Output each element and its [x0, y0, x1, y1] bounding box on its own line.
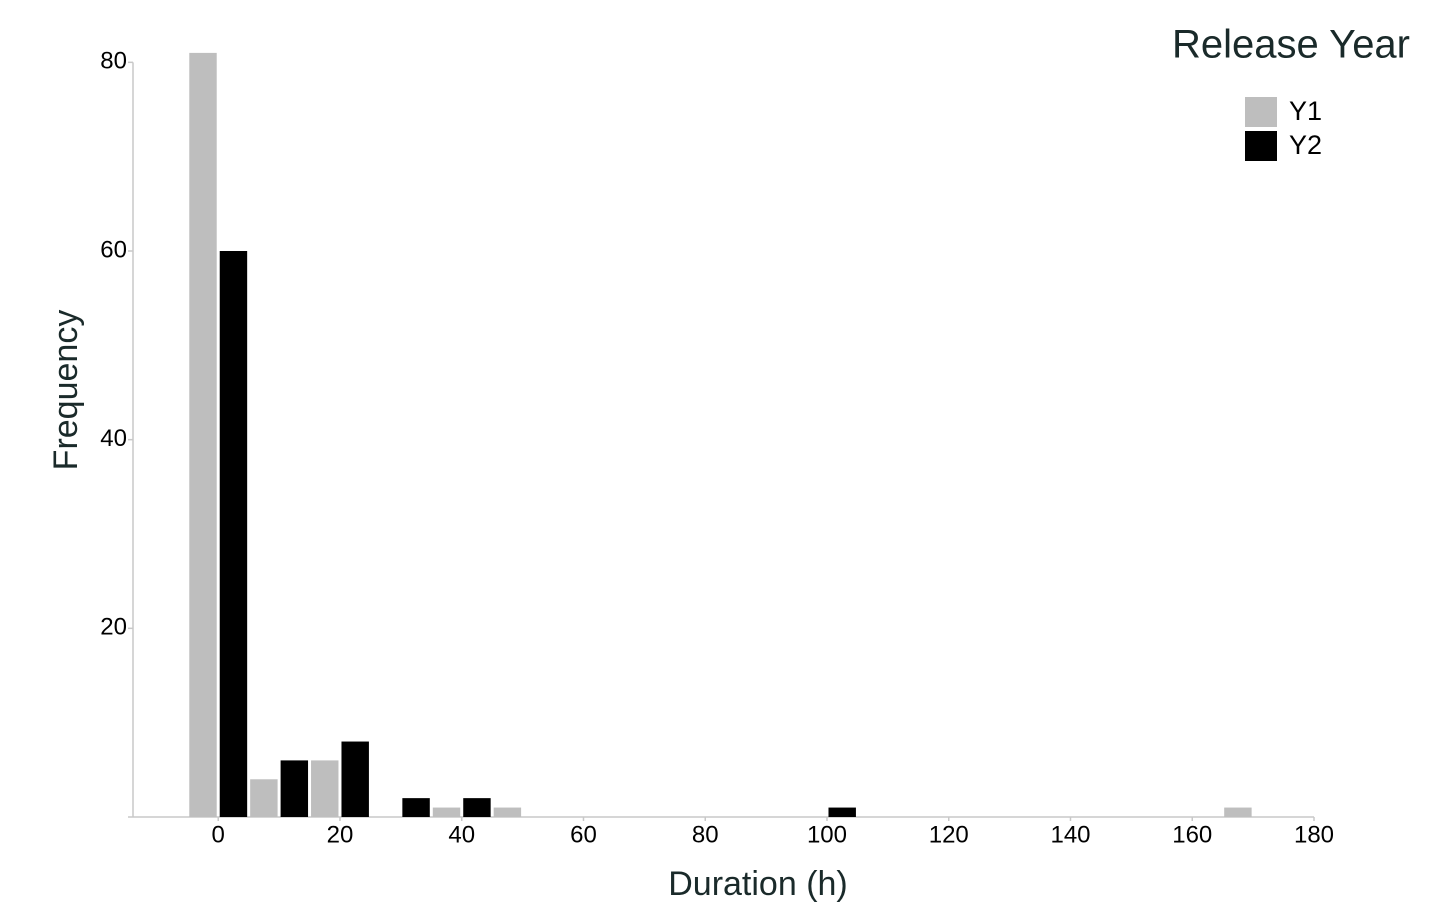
- x-tick-label: 160: [1172, 821, 1212, 848]
- x-tick-label: 100: [807, 821, 847, 848]
- bar: [828, 807, 856, 817]
- bar: [219, 251, 248, 817]
- legend-swatch: [1245, 131, 1277, 161]
- bar: [1224, 807, 1252, 817]
- x-tick-label: 60: [570, 821, 597, 848]
- legend-label: Y2: [1289, 130, 1322, 160]
- bar: [402, 798, 430, 817]
- x-tick-label: 140: [1050, 821, 1090, 848]
- y-axis-label: Frequency: [47, 310, 85, 471]
- x-axis-label: Duration (h): [668, 865, 848, 903]
- bar: [280, 760, 309, 817]
- bar: [311, 760, 339, 817]
- legend-label: Y1: [1289, 96, 1322, 126]
- x-tick-label: 40: [448, 821, 475, 848]
- bar: [341, 741, 369, 817]
- x-tick-label: 120: [929, 821, 969, 848]
- x-tick-label: 80: [692, 821, 719, 848]
- bar: [493, 807, 522, 817]
- legend-swatch: [1245, 97, 1277, 127]
- x-tick-label: 180: [1294, 821, 1334, 848]
- y-tick-label: 60: [100, 236, 127, 263]
- y-tick-label: 80: [100, 48, 127, 75]
- bar: [189, 52, 217, 817]
- y-tick-label: 20: [100, 614, 127, 641]
- y-tick-label: 40: [100, 425, 127, 452]
- bar: [432, 807, 461, 817]
- x-tick-label: 20: [327, 821, 354, 848]
- legend-title: Release Year: [1172, 23, 1410, 67]
- x-tick-label: 0: [212, 821, 225, 848]
- bar: [250, 779, 278, 817]
- bar: [463, 798, 491, 817]
